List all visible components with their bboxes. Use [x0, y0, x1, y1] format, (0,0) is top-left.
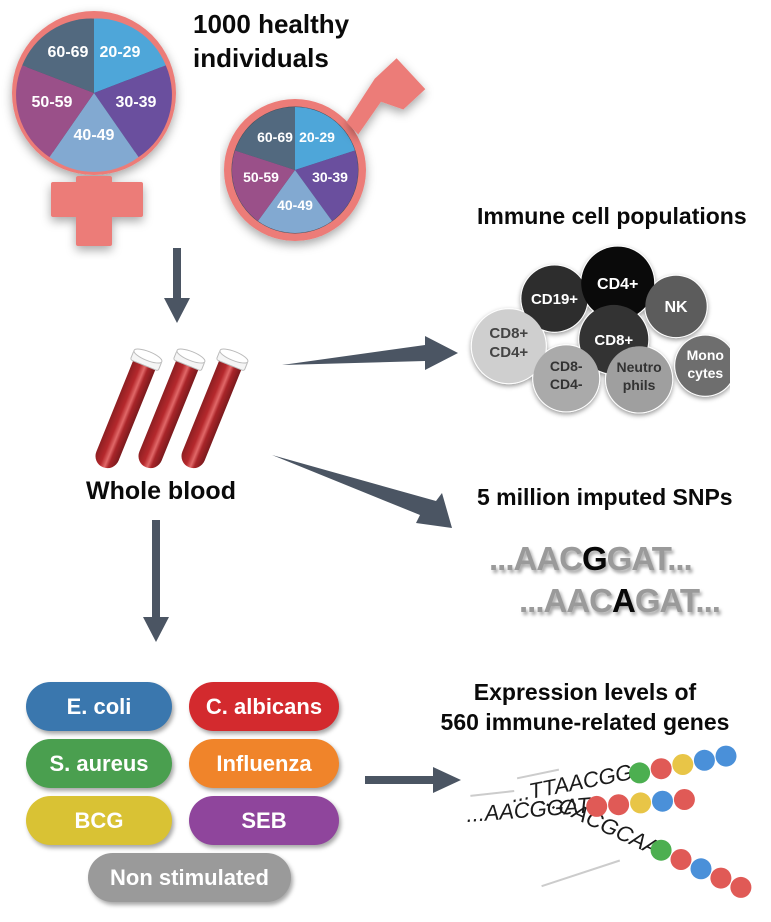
svg-text:CD4+: CD4+: [597, 276, 638, 293]
svg-text:CD8+: CD8+: [489, 325, 528, 342]
svg-text:CD8+: CD8+: [594, 332, 633, 349]
svg-text:cytes: cytes: [687, 365, 723, 381]
svg-text:30-39: 30-39: [312, 169, 348, 185]
svg-text:20-29: 20-29: [100, 44, 141, 61]
svg-text:CD19+: CD19+: [531, 291, 578, 308]
svg-text:50-59: 50-59: [32, 94, 73, 111]
svg-text:CD8-: CD8-: [550, 358, 583, 374]
svg-text:40-49: 40-49: [277, 197, 313, 213]
svg-text:50-59: 50-59: [243, 169, 279, 185]
svg-text:CD4-: CD4-: [550, 376, 583, 392]
svg-text:20-29: 20-29: [299, 129, 335, 145]
svg-text:CD4+: CD4+: [489, 344, 528, 361]
svg-text:NK: NK: [664, 299, 688, 316]
svg-text:phils: phils: [623, 377, 656, 393]
svg-text:30-39: 30-39: [116, 94, 157, 111]
svg-text:60-69: 60-69: [48, 44, 89, 61]
svg-text:40-49: 40-49: [74, 127, 115, 144]
svg-text:Mono: Mono: [687, 347, 724, 363]
svg-text:Neutro: Neutro: [617, 359, 662, 375]
svg-text:60-69: 60-69: [257, 129, 293, 145]
